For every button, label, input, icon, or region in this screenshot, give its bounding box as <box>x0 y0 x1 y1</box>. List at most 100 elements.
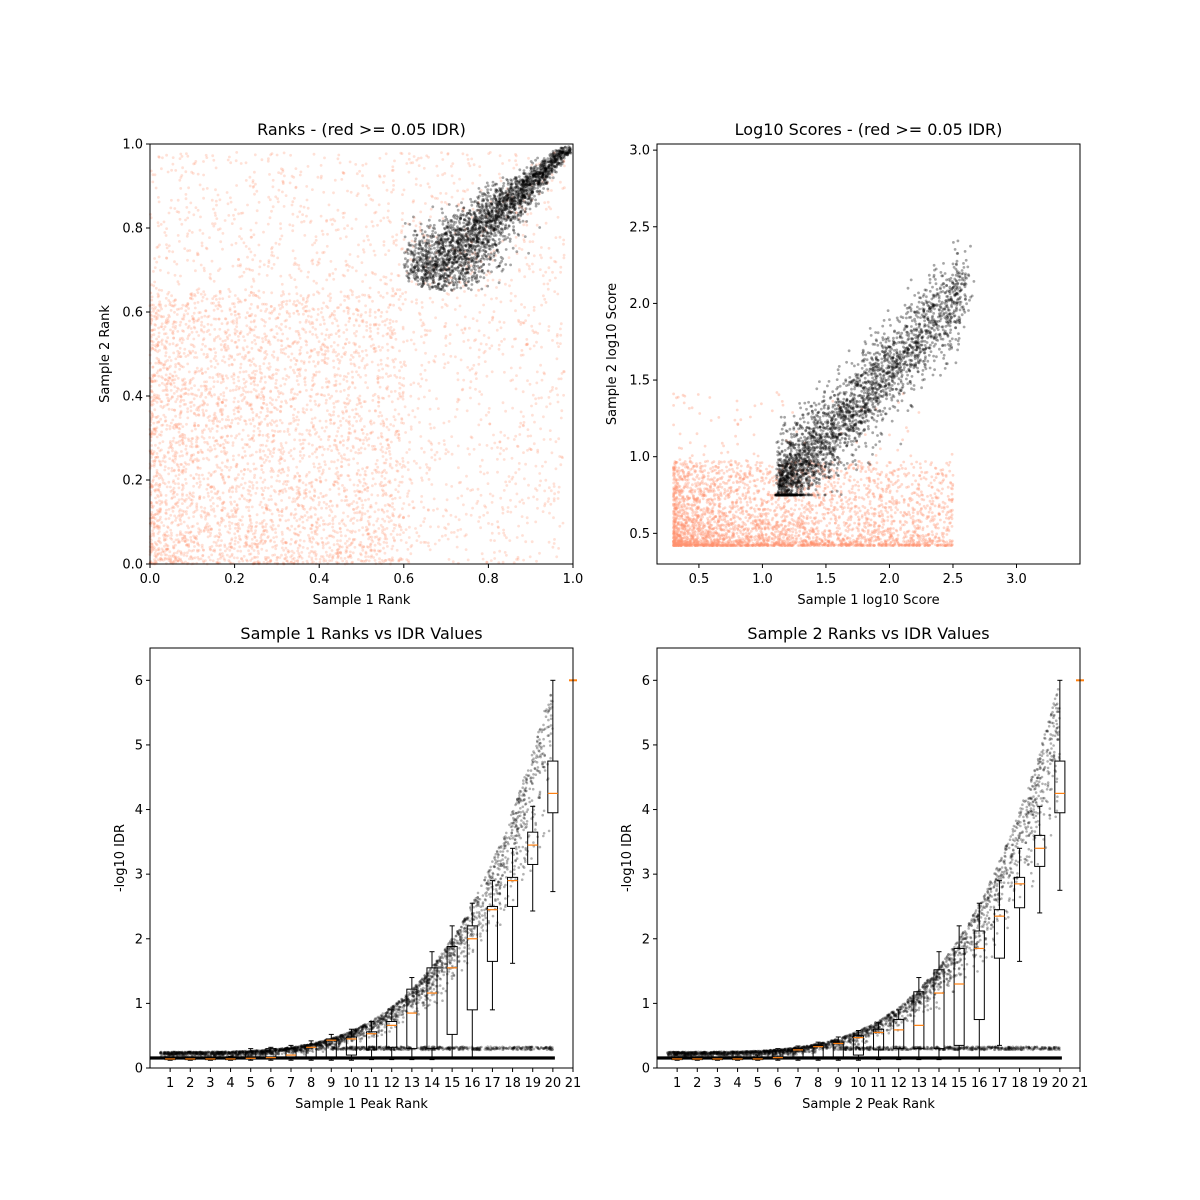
rank-point-fail <box>427 508 430 512</box>
rank-point-fail <box>408 448 411 451</box>
rank-point-fail <box>212 224 216 228</box>
rank-point-fail <box>175 397 179 401</box>
rank-point-fail <box>252 291 256 295</box>
rank-point-fail <box>235 504 239 507</box>
rank-point-fail <box>344 342 347 346</box>
rank-point-fail <box>427 155 430 159</box>
rank-point-fail <box>490 531 494 535</box>
rank-point-fail <box>490 370 494 374</box>
rank-point-fail <box>233 506 236 510</box>
rank-point-fail <box>401 507 404 511</box>
rank-point-fail <box>526 448 529 452</box>
rank-point-fail <box>218 267 222 271</box>
rank-point-fail <box>289 405 293 408</box>
rank-point-fail <box>519 410 523 414</box>
rank-point-fail <box>242 472 246 476</box>
rank-point-fail <box>321 546 325 550</box>
rank-point-fail <box>184 170 188 174</box>
rank-point-fail <box>544 301 548 304</box>
rank-point-fail <box>498 278 502 282</box>
rank-point-fail <box>237 485 241 489</box>
rank-point-fail <box>160 476 164 480</box>
rank-point-fail <box>303 377 306 381</box>
rank-point-fail <box>316 543 320 546</box>
rank-point-fail <box>463 290 466 293</box>
rank-point-fail <box>456 400 459 404</box>
rank-point-fail <box>272 308 276 312</box>
rank-point-fail <box>490 344 494 348</box>
rank-point-fail <box>160 558 163 562</box>
rank-point-fail <box>355 319 358 323</box>
rank-point-fail <box>174 324 178 328</box>
rank-point-fail <box>359 375 362 379</box>
rank-point-fail <box>208 436 212 439</box>
rank-point-fail <box>379 422 383 426</box>
rank-point-fail <box>242 486 245 490</box>
rank-point-fail <box>377 308 381 312</box>
rank-point-fail <box>275 479 279 483</box>
rank-point-fail <box>264 349 268 353</box>
rank-point-fail <box>163 465 167 469</box>
rank-point-fail <box>311 383 315 387</box>
rank-point-fail <box>241 355 244 359</box>
rank-point-fail <box>362 335 366 339</box>
rank-point-fail <box>377 400 381 404</box>
rank-point-fail <box>335 560 338 564</box>
rank-point-fail <box>357 295 361 298</box>
rank-point-fail <box>204 246 208 250</box>
rank-point-fail <box>167 244 171 248</box>
rank-point-fail <box>345 560 348 563</box>
rank-point-fail <box>478 390 482 393</box>
rank-point-fail <box>289 449 293 452</box>
rank-point-fail <box>437 407 440 410</box>
rank-point-fail <box>165 153 169 157</box>
rank-point-fail <box>355 370 358 374</box>
rank-point-fail <box>265 530 269 534</box>
rank-point-fail <box>236 407 240 410</box>
rank-point-fail <box>357 366 361 369</box>
rank-point-fail <box>376 465 380 469</box>
rank-point-fail <box>557 345 560 348</box>
rank-point-fail <box>248 331 252 334</box>
rank-point-fail <box>163 460 167 464</box>
rank-point-fail <box>221 339 225 343</box>
rank-point-fail <box>305 351 309 354</box>
rank-point-fail <box>260 486 264 490</box>
rank-point-fail <box>481 557 485 561</box>
rank-point-fail <box>184 477 187 481</box>
rank-point-fail <box>367 443 371 447</box>
rank-point-fail <box>284 489 288 493</box>
rank-point-fail <box>232 302 236 305</box>
rank-point-fail <box>150 511 154 514</box>
rank-point-fail <box>319 465 322 469</box>
rank-point-fail <box>215 217 219 221</box>
rank-point-fail <box>426 182 430 186</box>
rank-point-fail <box>174 557 178 561</box>
rank-point-fail <box>311 243 314 247</box>
rank-point-fail <box>483 360 487 363</box>
rank-point-fail <box>264 458 268 462</box>
rank-point-fail <box>171 418 175 422</box>
rank-point-fail <box>463 327 467 331</box>
rank-point-fail <box>241 428 245 432</box>
rank-point-fail <box>505 553 508 557</box>
rank-point-fail <box>346 224 349 228</box>
rank-point-fail <box>166 402 170 406</box>
rank-point-fail <box>259 380 262 383</box>
rank-point-fail <box>287 518 290 522</box>
rank-point-fail <box>270 423 273 427</box>
rank-point-fail <box>313 494 316 498</box>
rank-point-fail <box>198 480 202 484</box>
rank-point-fail <box>325 278 329 282</box>
rank-point-fail <box>213 535 217 538</box>
rank-point-fail <box>462 378 466 382</box>
rank-point-fail <box>329 499 332 503</box>
rank-point-fail <box>288 433 291 436</box>
rank-point-fail <box>422 341 426 345</box>
rank-point-fail <box>279 222 282 226</box>
rank-point-fail <box>322 519 325 523</box>
rank-point-fail <box>353 538 357 541</box>
rank-point-fail <box>286 344 290 348</box>
rank-point-fail <box>210 419 214 423</box>
rank-point-fail <box>495 296 498 300</box>
